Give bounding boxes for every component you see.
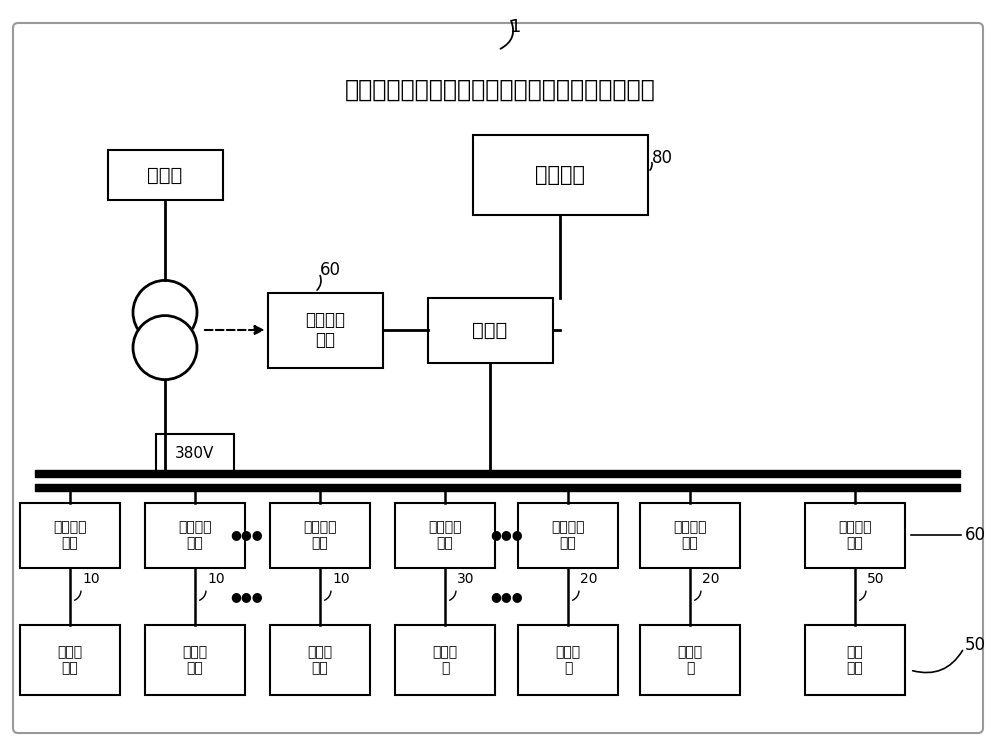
Text: 负载设
备: 负载设 备 xyxy=(677,645,703,675)
Text: 20: 20 xyxy=(702,572,720,586)
Bar xyxy=(428,298,552,363)
Bar xyxy=(518,625,618,695)
FancyArrowPatch shape xyxy=(325,591,331,601)
Bar xyxy=(145,503,245,568)
Bar xyxy=(640,625,740,695)
Text: ●●●: ●●● xyxy=(231,590,263,603)
FancyBboxPatch shape xyxy=(13,23,983,733)
FancyArrowPatch shape xyxy=(500,21,513,48)
Bar xyxy=(145,625,245,695)
FancyArrowPatch shape xyxy=(200,591,206,601)
Bar xyxy=(518,503,618,568)
FancyArrowPatch shape xyxy=(650,163,652,170)
FancyArrowPatch shape xyxy=(450,591,456,601)
Text: ●●●: ●●● xyxy=(231,528,263,542)
Bar xyxy=(270,503,370,568)
Bar xyxy=(108,150,222,200)
FancyArrowPatch shape xyxy=(695,591,701,601)
Bar xyxy=(156,434,234,472)
Text: 10: 10 xyxy=(332,572,350,586)
Text: 分布式
电源: 分布式 电源 xyxy=(307,645,333,675)
Text: 储能设
备: 储能设 备 xyxy=(432,645,458,675)
Circle shape xyxy=(133,280,197,345)
Text: 主控制器: 主控制器 xyxy=(535,165,585,185)
Text: 监测控制
终端: 监测控制 终端 xyxy=(303,520,337,550)
Bar xyxy=(640,503,740,568)
Text: 380V: 380V xyxy=(175,445,215,460)
Text: 50: 50 xyxy=(867,572,885,586)
Text: 监测控制
终端: 监测控制 终端 xyxy=(305,310,345,349)
Bar xyxy=(270,625,370,695)
Text: 以太网: 以太网 xyxy=(472,321,508,339)
Bar xyxy=(20,503,120,568)
Text: 80: 80 xyxy=(652,149,673,167)
Bar xyxy=(473,135,648,215)
Bar xyxy=(395,625,495,695)
Text: 开关
设备: 开关 设备 xyxy=(847,645,863,675)
Circle shape xyxy=(133,316,197,380)
Text: 监测控制
终端: 监测控制 终端 xyxy=(551,520,585,550)
Text: 60: 60 xyxy=(320,261,341,279)
Bar xyxy=(805,503,905,568)
Text: 监测控制
终端: 监测控制 终端 xyxy=(178,520,212,550)
Text: 监测控制
终端: 监测控制 终端 xyxy=(838,520,872,550)
Text: 分布式
电源: 分布式 电源 xyxy=(57,645,83,675)
FancyArrowPatch shape xyxy=(913,651,963,673)
Text: 50: 50 xyxy=(965,636,986,654)
FancyArrowPatch shape xyxy=(317,275,321,290)
Text: 10: 10 xyxy=(207,572,225,586)
FancyArrowPatch shape xyxy=(75,591,81,601)
Text: ●●●: ●●● xyxy=(491,590,523,603)
Text: 监测控制
终端: 监测控制 终端 xyxy=(428,520,462,550)
Text: 1: 1 xyxy=(510,18,521,36)
Text: 20: 20 xyxy=(580,572,598,586)
Text: 配电网: 配电网 xyxy=(147,166,183,184)
Bar xyxy=(395,503,495,568)
Text: 10: 10 xyxy=(82,572,100,586)
FancyArrowPatch shape xyxy=(860,591,866,601)
Text: 30: 30 xyxy=(457,572,475,586)
Text: 负载设
备: 负载设 备 xyxy=(555,645,581,675)
Bar xyxy=(20,625,120,695)
Bar xyxy=(268,292,382,368)
Text: 分布式
电源: 分布式 电源 xyxy=(182,645,208,675)
Text: 监测控制
终端: 监测控制 终端 xyxy=(53,520,87,550)
Text: 60: 60 xyxy=(965,526,986,544)
Text: 监测控制
终端: 监测控制 终端 xyxy=(673,520,707,550)
Bar xyxy=(805,625,905,695)
Text: ●●●: ●●● xyxy=(491,528,523,542)
FancyArrowPatch shape xyxy=(573,591,579,601)
Text: 微电网并网运行模式切换孤岛运行模式的调控系统: 微电网并网运行模式切换孤岛运行模式的调控系统 xyxy=(345,78,655,102)
